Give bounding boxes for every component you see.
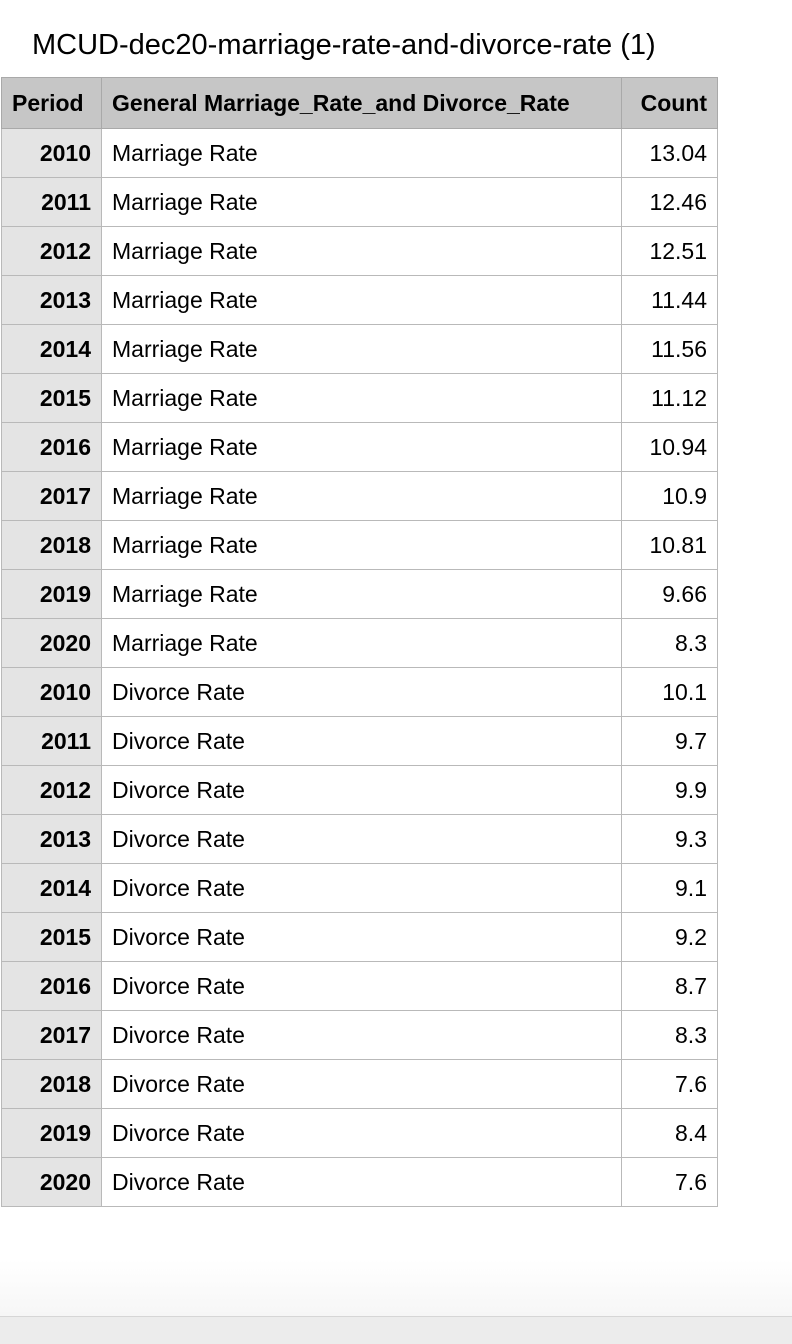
label-cell[interactable]: Divorce Rate bbox=[101, 961, 622, 1011]
label-cell[interactable]: Divorce Rate bbox=[101, 765, 622, 815]
label-cell[interactable]: Marriage Rate bbox=[101, 471, 622, 521]
period-cell[interactable]: 2017 bbox=[1, 1010, 102, 1060]
period-cell[interactable]: 2020 bbox=[1, 1157, 102, 1207]
count-cell[interactable]: 13.04 bbox=[621, 128, 718, 178]
period-cell[interactable]: 2010 bbox=[1, 667, 102, 717]
table-row: 2013 Marriage Rate 11.44 bbox=[1, 275, 718, 325]
table-row: 2020 Divorce Rate 7.6 bbox=[1, 1157, 718, 1207]
count-cell[interactable]: 8.3 bbox=[621, 1010, 718, 1060]
table-row: 2019 Marriage Rate 9.66 bbox=[1, 569, 718, 619]
table-header: Period General Marriage_Rate_and Divorce… bbox=[1, 77, 718, 129]
count-cell[interactable]: 10.9 bbox=[621, 471, 718, 521]
period-cell[interactable]: 2019 bbox=[1, 1108, 102, 1158]
header-cell-count[interactable]: Count bbox=[621, 77, 718, 129]
count-cell[interactable]: 10.81 bbox=[621, 520, 718, 570]
count-cell[interactable]: 11.44 bbox=[621, 275, 718, 325]
label-cell[interactable]: Divorce Rate bbox=[101, 912, 622, 962]
period-cell[interactable]: 2015 bbox=[1, 373, 102, 423]
count-cell[interactable]: 9.66 bbox=[621, 569, 718, 619]
table-row: 2015 Divorce Rate 9.2 bbox=[1, 912, 718, 962]
period-cell[interactable]: 2013 bbox=[1, 275, 102, 325]
count-cell[interactable]: 11.56 bbox=[621, 324, 718, 374]
label-cell[interactable]: Divorce Rate bbox=[101, 1059, 622, 1109]
label-cell[interactable]: Marriage Rate bbox=[101, 520, 622, 570]
period-cell[interactable]: 2012 bbox=[1, 765, 102, 815]
table-row: 2017 Marriage Rate 10.9 bbox=[1, 471, 718, 521]
period-cell[interactable]: 2010 bbox=[1, 128, 102, 178]
count-cell[interactable]: 8.3 bbox=[621, 618, 718, 668]
count-cell[interactable]: 9.1 bbox=[621, 863, 718, 913]
table-row: 2015 Marriage Rate 11.12 bbox=[1, 373, 718, 423]
period-cell[interactable]: 2013 bbox=[1, 814, 102, 864]
count-cell[interactable]: 12.46 bbox=[621, 177, 718, 227]
label-cell[interactable]: Divorce Rate bbox=[101, 814, 622, 864]
count-cell[interactable]: 9.2 bbox=[621, 912, 718, 962]
label-cell[interactable]: Marriage Rate bbox=[101, 569, 622, 619]
table-row: 2010 Marriage Rate 13.04 bbox=[1, 128, 718, 178]
period-cell[interactable]: 2011 bbox=[1, 716, 102, 766]
table-row: 2011 Marriage Rate 12.46 bbox=[1, 177, 718, 227]
table-row: 2011 Divorce Rate 9.7 bbox=[1, 716, 718, 766]
label-cell[interactable]: Marriage Rate bbox=[101, 177, 622, 227]
count-cell[interactable]: 9.9 bbox=[621, 765, 718, 815]
label-cell[interactable]: Marriage Rate bbox=[101, 275, 622, 325]
table-row: 2018 Divorce Rate 7.6 bbox=[1, 1059, 718, 1109]
table-row: 2012 Divorce Rate 9.9 bbox=[1, 765, 718, 815]
canvas-fade bbox=[0, 1260, 792, 1316]
count-cell[interactable]: 9.7 bbox=[621, 716, 718, 766]
table-row: 2013 Divorce Rate 9.3 bbox=[1, 814, 718, 864]
table-row: 2010 Divorce Rate 10.1 bbox=[1, 667, 718, 717]
period-cell[interactable]: 2016 bbox=[1, 961, 102, 1011]
table-row: 2014 Marriage Rate 11.56 bbox=[1, 324, 718, 374]
label-cell[interactable]: Divorce Rate bbox=[101, 1010, 622, 1060]
count-cell[interactable]: 9.3 bbox=[621, 814, 718, 864]
table-body: 2010 Marriage Rate 13.04 2011 Marriage Rate 1… bbox=[1, 128, 718, 1207]
count-cell[interactable]: 7.6 bbox=[621, 1059, 718, 1109]
sheet-status-bar bbox=[0, 1316, 792, 1344]
period-cell[interactable]: 2019 bbox=[1, 569, 102, 619]
period-cell[interactable]: 2011 bbox=[1, 177, 102, 227]
table-row: 2018 Marriage Rate 10.81 bbox=[1, 520, 718, 570]
header-cell-label[interactable]: General Marriage_Rate_and Divorce_Rate bbox=[101, 77, 622, 129]
table-row: 2020 Marriage Rate 8.3 bbox=[1, 618, 718, 668]
label-cell[interactable]: Divorce Rate bbox=[101, 667, 622, 717]
label-cell[interactable]: Marriage Rate bbox=[101, 373, 622, 423]
count-cell[interactable]: 8.7 bbox=[621, 961, 718, 1011]
count-cell[interactable]: 8.4 bbox=[621, 1108, 718, 1158]
period-cell[interactable]: 2018 bbox=[1, 520, 102, 570]
table-row: 2012 Marriage Rate 12.51 bbox=[1, 226, 718, 276]
label-cell[interactable]: Divorce Rate bbox=[101, 1108, 622, 1158]
table-row: 2019 Divorce Rate 8.4 bbox=[1, 1108, 718, 1158]
label-cell[interactable]: Marriage Rate bbox=[101, 618, 622, 668]
period-cell[interactable]: 2014 bbox=[1, 324, 102, 374]
period-cell[interactable]: 2018 bbox=[1, 1059, 102, 1109]
table-title[interactable]: MCUD-dec20-marriage-rate-and-divorce-rat… bbox=[32, 29, 656, 61]
table-row: 2014 Divorce Rate 9.1 bbox=[1, 863, 718, 913]
data-table: Period General Marriage_Rate_and Divorce… bbox=[1, 77, 718, 1207]
label-cell[interactable]: Divorce Rate bbox=[101, 716, 622, 766]
label-cell[interactable]: Marriage Rate bbox=[101, 324, 622, 374]
count-cell[interactable]: 10.1 bbox=[621, 667, 718, 717]
header-cell-period[interactable]: Period bbox=[1, 77, 102, 129]
period-cell[interactable]: 2015 bbox=[1, 912, 102, 962]
label-cell[interactable]: Marriage Rate bbox=[101, 128, 622, 178]
count-cell[interactable]: 7.6 bbox=[621, 1157, 718, 1207]
period-cell[interactable]: 2016 bbox=[1, 422, 102, 472]
period-cell[interactable]: 2014 bbox=[1, 863, 102, 913]
label-cell[interactable]: Marriage Rate bbox=[101, 422, 622, 472]
count-cell[interactable]: 11.12 bbox=[621, 373, 718, 423]
label-cell[interactable]: Marriage Rate bbox=[101, 226, 622, 276]
table-row: 2016 Marriage Rate 10.94 bbox=[1, 422, 718, 472]
table-row: 2017 Divorce Rate 8.3 bbox=[1, 1010, 718, 1060]
count-cell[interactable]: 12.51 bbox=[621, 226, 718, 276]
table-row: 2016 Divorce Rate 8.7 bbox=[1, 961, 718, 1011]
label-cell[interactable]: Divorce Rate bbox=[101, 1157, 622, 1207]
label-cell[interactable]: Divorce Rate bbox=[101, 863, 622, 913]
period-cell[interactable]: 2012 bbox=[1, 226, 102, 276]
period-cell[interactable]: 2017 bbox=[1, 471, 102, 521]
header-row: Period General Marriage_Rate_and Divorce… bbox=[1, 77, 718, 129]
count-cell[interactable]: 10.94 bbox=[621, 422, 718, 472]
period-cell[interactable]: 2020 bbox=[1, 618, 102, 668]
